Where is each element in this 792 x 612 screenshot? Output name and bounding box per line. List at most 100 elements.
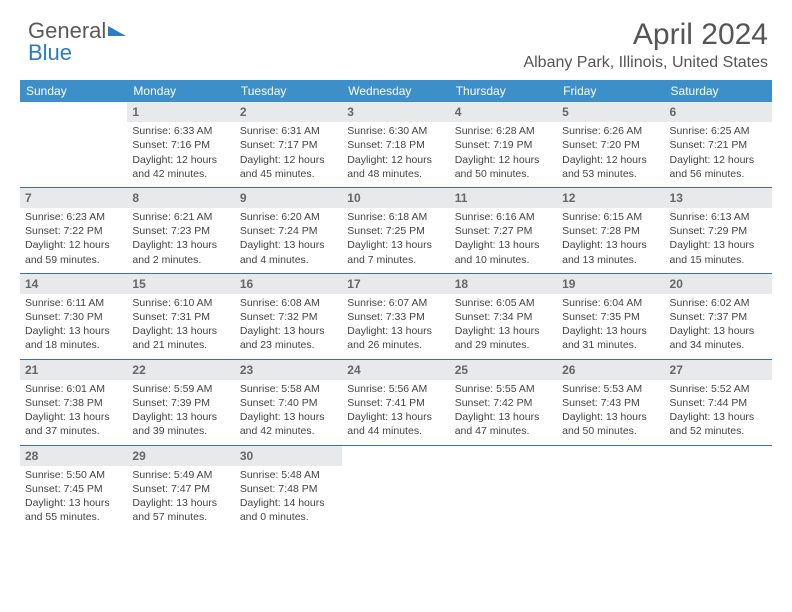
- calendar-cell: 16Sunrise: 6:08 AMSunset: 7:32 PMDayligh…: [235, 273, 342, 359]
- calendar-cell: 5Sunrise: 6:26 AMSunset: 7:20 PMDaylight…: [557, 102, 664, 187]
- daylight-text: Daylight: 13 hours and 31 minutes.: [562, 324, 659, 352]
- sunset-text: Sunset: 7:23 PM: [132, 224, 229, 238]
- day-number: 30: [235, 446, 342, 466]
- sunset-text: Sunset: 7:27 PM: [455, 224, 552, 238]
- sunset-text: Sunset: 7:44 PM: [670, 396, 767, 410]
- sunrise-text: Sunrise: 5:50 AM: [25, 468, 122, 482]
- daylight-text: Daylight: 13 hours and 42 minutes.: [240, 410, 337, 438]
- sunrise-text: Sunrise: 5:55 AM: [455, 382, 552, 396]
- sunset-text: Sunset: 7:37 PM: [670, 310, 767, 324]
- daylight-text: Daylight: 13 hours and 39 minutes.: [132, 410, 229, 438]
- sunset-text: Sunset: 7:17 PM: [240, 138, 337, 152]
- day-header: Thursday: [450, 80, 557, 102]
- calendar-table: SundayMondayTuesdayWednesdayThursdayFrid…: [20, 80, 772, 530]
- calendar-cell: 13 Sunrise: 6:13 AMSunset: 7:29 PMDayligh…: [665, 187, 772, 273]
- daylight-text: Daylight: 13 hours and 44 minutes.: [347, 410, 444, 438]
- sunset-text: Sunset: 7:42 PM: [455, 396, 552, 410]
- calendar-cell: 11Sunrise: 6:16 AMSunset: 7:27 PMDayligh…: [450, 187, 557, 273]
- calendar-cell: 4Sunrise: 6:28 AMSunset: 7:19 PMDaylight…: [450, 102, 557, 187]
- calendar-cell: [20, 102, 127, 187]
- daylight-text: Daylight: 13 hours and 34 minutes.: [670, 324, 767, 352]
- sunrise-text: Sunrise: 6:10 AM: [132, 296, 229, 310]
- calendar-cell: 24Sunrise: 5:56 AMSunset: 7:41 PMDayligh…: [342, 359, 449, 445]
- day-number: 22: [127, 360, 234, 380]
- calendar-cell: 6 Sunrise: 6:25 AMSunset: 7:21 PMDaylight…: [665, 102, 772, 187]
- sunset-text: Sunset: 7:40 PM: [240, 396, 337, 410]
- daylight-text: Daylight: 13 hours and 15 minutes.: [670, 238, 767, 266]
- sunset-text: Sunset: 7:38 PM: [25, 396, 122, 410]
- day-number: 15: [127, 274, 234, 294]
- sunrise-text: Sunrise: 6:11 AM: [25, 296, 122, 310]
- sunset-text: Sunset: 7:29 PM: [670, 224, 767, 238]
- sunrise-text: Sunrise: 5:53 AM: [562, 382, 659, 396]
- calendar-cell: 19Sunrise: 6:04 AMSunset: 7:35 PMDayligh…: [557, 273, 664, 359]
- day-number: 26: [557, 360, 664, 380]
- sunset-text: Sunset: 7:45 PM: [25, 482, 122, 496]
- daylight-text: Daylight: 13 hours and 57 minutes.: [132, 496, 229, 524]
- sunrise-text: Sunrise: 6:05 AM: [455, 296, 552, 310]
- page-location: Albany Park, Illinois, United States: [20, 54, 768, 72]
- sunset-text: Sunset: 7:19 PM: [455, 138, 552, 152]
- daylight-text: Daylight: 12 hours and 56 minutes.: [670, 153, 767, 181]
- sunrise-text: Sunrise: 5:48 AM: [240, 468, 337, 482]
- daylight-text: Daylight: 13 hours and 7 minutes.: [347, 238, 444, 266]
- sunset-text: Sunset: 7:35 PM: [562, 310, 659, 324]
- day-number: 13: [665, 188, 772, 208]
- day-number: 14: [20, 274, 127, 294]
- day-number: 27: [665, 360, 772, 380]
- daylight-text: Daylight: 12 hours and 53 minutes.: [562, 153, 659, 181]
- sunrise-text: Sunrise: 6:13 AM: [670, 210, 767, 224]
- calendar-head: SundayMondayTuesdayWednesdayThursdayFrid…: [20, 80, 772, 102]
- sunset-text: Sunset: 7:21 PM: [670, 138, 767, 152]
- sunset-text: Sunset: 7:25 PM: [347, 224, 444, 238]
- sunrise-text: Sunrise: 6:15 AM: [562, 210, 659, 224]
- day-header: Tuesday: [235, 80, 342, 102]
- sunset-text: Sunset: 7:43 PM: [562, 396, 659, 410]
- sunrise-text: Sunrise: 6:31 AM: [240, 124, 337, 138]
- day-number: 1: [127, 102, 234, 122]
- day-number: 24: [342, 360, 449, 380]
- calendar-cell: 14Sunrise: 6:11 AMSunset: 7:30 PMDayligh…: [20, 273, 127, 359]
- sunrise-text: Sunrise: 6:18 AM: [347, 210, 444, 224]
- calendar-cell: 23Sunrise: 5:58 AMSunset: 7:40 PMDayligh…: [235, 359, 342, 445]
- day-header: Saturday: [665, 80, 772, 102]
- sunrise-text: Sunrise: 6:28 AM: [455, 124, 552, 138]
- daylight-text: Daylight: 12 hours and 48 minutes.: [347, 153, 444, 181]
- daylight-text: Daylight: 13 hours and 37 minutes.: [25, 410, 122, 438]
- daylight-text: Daylight: 13 hours and 50 minutes.: [562, 410, 659, 438]
- calendar-cell: 1Sunrise: 6:33 AMSunset: 7:16 PMDaylight…: [127, 102, 234, 187]
- calendar-cell: 18Sunrise: 6:05 AMSunset: 7:34 PMDayligh…: [450, 273, 557, 359]
- logo-line2: Blue: [28, 40, 72, 65]
- day-number: 17: [342, 274, 449, 294]
- day-number: 5: [557, 102, 664, 122]
- sunset-text: Sunset: 7:47 PM: [132, 482, 229, 496]
- daylight-text: Daylight: 13 hours and 10 minutes.: [455, 238, 552, 266]
- sunset-text: Sunset: 7:20 PM: [562, 138, 659, 152]
- day-number: 10: [342, 188, 449, 208]
- sunrise-text: Sunrise: 5:52 AM: [670, 382, 767, 396]
- day-header: Friday: [557, 80, 664, 102]
- sunrise-text: Sunrise: 6:21 AM: [132, 210, 229, 224]
- page-title: April 2024: [20, 18, 768, 52]
- day-number: 6: [665, 102, 772, 122]
- daylight-text: Daylight: 13 hours and 52 minutes.: [670, 410, 767, 438]
- day-number: 4: [450, 102, 557, 122]
- sunset-text: Sunset: 7:22 PM: [25, 224, 122, 238]
- daylight-text: Daylight: 13 hours and 13 minutes.: [562, 238, 659, 266]
- calendar-cell: 12Sunrise: 6:15 AMSunset: 7:28 PMDayligh…: [557, 187, 664, 273]
- sunset-text: Sunset: 7:31 PM: [132, 310, 229, 324]
- day-number: 3: [342, 102, 449, 122]
- sunrise-text: Sunrise: 5:49 AM: [132, 468, 229, 482]
- day-number: 19: [557, 274, 664, 294]
- calendar-cell: 25Sunrise: 5:55 AMSunset: 7:42 PMDayligh…: [450, 359, 557, 445]
- logo-flag-icon: [108, 26, 126, 36]
- calendar-cell: [557, 445, 664, 530]
- sunset-text: Sunset: 7:28 PM: [562, 224, 659, 238]
- day-number: 23: [235, 360, 342, 380]
- calendar-cell: 17Sunrise: 6:07 AMSunset: 7:33 PMDayligh…: [342, 273, 449, 359]
- calendar-cell: 29 Sunrise: 5:49 AMSunset: 7:47 PMDayligh…: [127, 445, 234, 530]
- sunrise-text: Sunrise: 6:25 AM: [670, 124, 767, 138]
- daylight-text: Daylight: 13 hours and 47 minutes.: [455, 410, 552, 438]
- day-number: 29: [127, 446, 234, 466]
- sunrise-text: Sunrise: 6:02 AM: [670, 296, 767, 310]
